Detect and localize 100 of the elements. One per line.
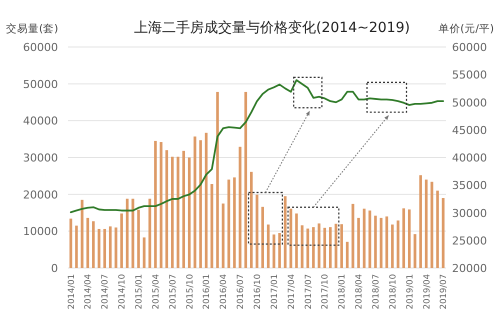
bar [222,204,225,268]
y2-tick-label: 45000 [452,124,487,137]
y2-tick-label: 40000 [452,152,487,164]
bar [312,227,315,268]
y2-axis-title: 单价(元/平) [438,22,494,35]
x-tick-label: 2017/01 [270,274,280,310]
y-axis-title: 交易量(套) [6,22,58,35]
y2-tick-label: 60000 [452,41,487,54]
x-tick-label: 2018/01 [338,274,348,310]
bar [227,180,230,268]
bar [137,210,140,268]
bar [284,196,287,268]
bar [374,216,377,268]
bar [318,223,320,268]
bar [261,206,264,268]
x-tick-label: 2014/07 [100,274,111,310]
y2-tick-label: 25000 [452,234,487,248]
bar [306,228,310,268]
bar [165,150,168,268]
bar [295,213,298,268]
x-tick-label: 2019/01 [405,274,416,310]
bar [272,234,276,268]
bar [340,224,343,268]
bar [233,177,236,268]
bar [424,180,428,268]
bar [176,156,180,268]
bar [323,228,326,268]
line-series [70,79,444,214]
x-tick-label: 2014/04 [84,274,94,310]
bar [278,233,281,268]
y-tick-label: 10000 [23,225,58,238]
bar [328,227,332,268]
bar [75,226,78,268]
bar [396,220,400,268]
bar [103,228,106,268]
bar [442,198,445,268]
bar [182,150,186,268]
bar [92,221,95,268]
bar [289,208,292,268]
bar [352,204,354,268]
bar [188,158,191,268]
bar [391,224,394,268]
x-tick-label: 2015/10 [185,274,196,310]
x-tick-label: 2018/07 [371,274,382,310]
bar [171,156,174,268]
x-tick-label: 2016/04 [219,274,230,310]
y2-tick-label: 30000 [452,206,487,220]
x-tick-label: 2017/10 [320,274,331,310]
x-tick-label: 2018/04 [354,274,365,310]
x-tick-label: 2014/01 [66,274,77,310]
bar [430,182,434,268]
bar [86,218,90,268]
x-tick-label: 2016/07 [236,274,246,310]
bar [69,218,72,268]
bar [238,146,242,268]
bar [362,208,366,268]
bar [80,200,84,268]
y-tick-label: 60000 [23,41,58,54]
x-tick-label: 2014/10 [118,274,128,310]
bar [334,224,338,268]
y-tick-label: 20000 [23,188,58,202]
bar [380,218,382,268]
bar [368,210,372,268]
y-tick-label: 50000 [23,78,58,91]
bar [120,213,123,268]
chart-title: 上海二手房成交量与价格变化(2014~2019) [134,20,410,36]
y-tick-label: 0 [51,262,58,275]
y2-tick-label: 20000 [452,262,487,275]
x-tick-label: 2016/01 [202,274,212,310]
x-tick-label: 2017/07 [304,274,314,310]
bar [114,227,118,268]
bar [199,140,202,268]
bar [108,226,112,268]
x-tick-label: 2016/10 [253,274,263,310]
bar [408,209,411,268]
y-tick-label: 30000 [23,152,58,164]
x-tick-label: 2015/07 [168,274,178,310]
x-tick-label: 2015/04 [151,274,162,310]
bar [436,190,439,268]
y2-tick-label: 55000 [452,68,487,82]
bar [154,140,157,268]
y2-tick-label: 50000 [452,96,487,110]
x-tick-label: 2018/10 [388,274,398,310]
bar [419,175,422,268]
bar [385,216,388,268]
bar [204,132,208,268]
bar [402,208,406,268]
bar [244,92,248,268]
x-tick-label: 2019/07 [439,274,450,310]
bar [346,242,349,268]
bar [266,224,270,268]
bar [250,172,253,268]
bar [194,136,196,268]
bar [216,92,219,268]
x-tick-label: 2015/01 [134,274,145,310]
y2-tick-label: 35000 [452,179,487,192]
bar [160,142,162,268]
x-tick-label: 2017/04 [286,274,297,310]
y-tick-label: 40000 [23,114,58,128]
bar [256,194,258,268]
